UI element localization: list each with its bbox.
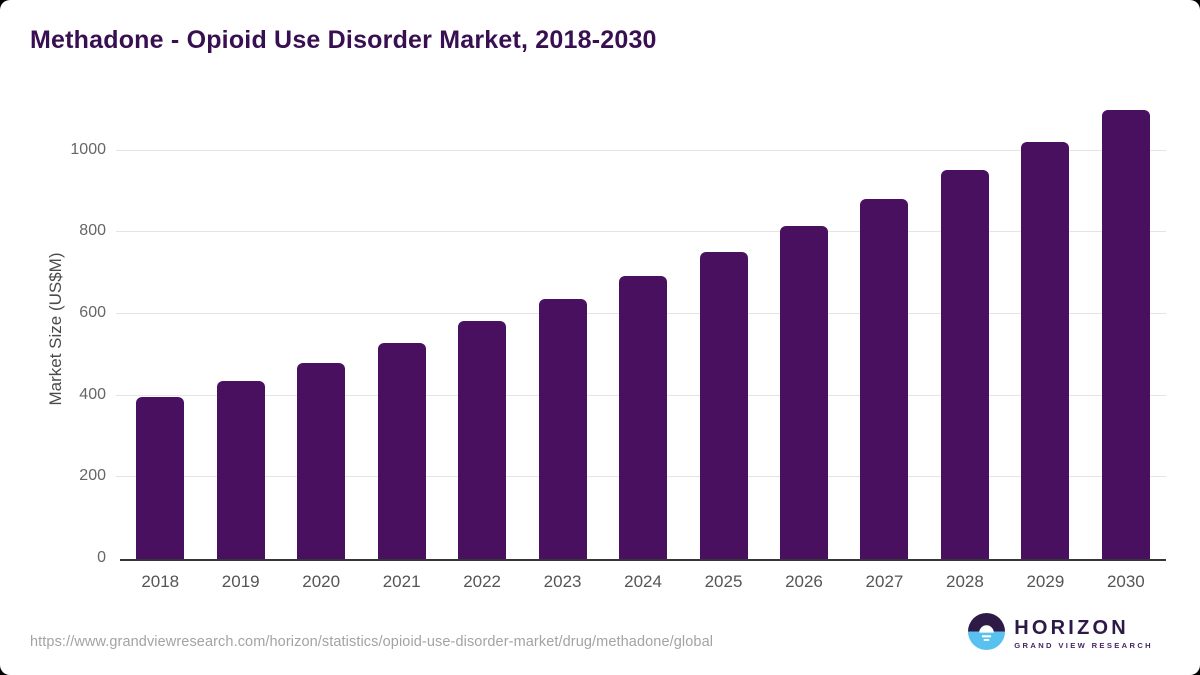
- bar-slot-2023: 2023: [522, 99, 602, 591]
- y-tick-label-600: 600: [79, 304, 106, 322]
- gridline-800: [116, 231, 1166, 233]
- y-axis-tick-labels: 0 200 400 600 800 1000: [0, 99, 106, 566]
- bar-slot-2025: 2025: [683, 99, 763, 591]
- plot-area: 2018 2019 2020 2021 2022 2023 2024 2025 2026 2027…: [116, 99, 1166, 591]
- x-tick-label-2021: 2021: [382, 572, 421, 591]
- bar-slot-2022: 2022: [442, 99, 522, 591]
- bar-2023: [538, 299, 587, 559]
- bar-2030: [1101, 110, 1150, 559]
- horizon-sunset-icon: [968, 613, 1006, 655]
- bar-slot-2018: 2018: [120, 99, 200, 591]
- x-tick-label-2024: 2024: [624, 572, 662, 591]
- horizon-logo: HORIZON GRAND VIEW RESEARCH: [968, 613, 1153, 655]
- bar-slot-2028: 2028: [925, 99, 1005, 591]
- bar-2027: [860, 199, 909, 559]
- bar-2020: [297, 362, 346, 559]
- x-tick-label-2025: 2025: [704, 572, 743, 591]
- chart-title: Methadone - Opioid Use Disorder Market, …: [30, 26, 657, 54]
- x-tick-label-2029: 2029: [1026, 572, 1065, 591]
- gridline-1000: [116, 149, 1166, 151]
- x-tick-label-2022: 2022: [463, 572, 502, 591]
- bar-chart: Market Size (US$M) 0 200 400 600 800 1000 201…: [0, 99, 1200, 591]
- y-tick-label-400: 400: [79, 385, 106, 403]
- bar-2022: [458, 321, 507, 559]
- y-tick-label-800: 800: [79, 222, 106, 240]
- bar-2018: [136, 396, 185, 559]
- source-url: https://www.grandviewresearch.com/horizo…: [30, 634, 714, 650]
- x-tick-label-2020: 2020: [302, 572, 341, 591]
- bar-slot-2030: 2030: [1086, 99, 1166, 591]
- bar-slot-2024: 2024: [603, 99, 683, 591]
- bar-2026: [779, 226, 828, 559]
- x-tick-label-2019: 2019: [221, 572, 260, 591]
- logo-name: HORIZON: [1014, 617, 1129, 639]
- bar-slot-2021: 2021: [361, 99, 441, 591]
- y-tick-label-200: 200: [79, 467, 106, 485]
- bar-2028: [940, 170, 989, 559]
- bar-slot-2029: 2029: [1005, 99, 1085, 591]
- bar-slot-2019: 2019: [200, 99, 280, 591]
- x-tick-label-2027: 2027: [865, 572, 904, 591]
- bar-2024: [619, 275, 668, 559]
- bar-2025: [699, 251, 748, 559]
- bar-slot-2027: 2027: [844, 99, 924, 591]
- bar-2021: [377, 342, 426, 559]
- x-tick-label-2028: 2028: [946, 572, 984, 591]
- y-tick-label-0: 0: [97, 549, 106, 566]
- x-tick-label-2026: 2026: [785, 572, 823, 591]
- bars-container: 2018 2019 2020 2021 2022 2023 2024 2025 2026 2027…: [120, 99, 1166, 591]
- bar-2019: [216, 380, 265, 559]
- logo-text: HORIZON GRAND VIEW RESEARCH: [1014, 618, 1153, 650]
- bar-slot-2020: 2020: [281, 99, 361, 591]
- bar-slot-2026: 2026: [764, 99, 844, 591]
- logo-subtitle: GRAND VIEW RESEARCH: [1014, 641, 1153, 650]
- x-tick-label-2018: 2018: [141, 572, 180, 591]
- y-tick-label-1000: 1000: [70, 140, 106, 158]
- bar-2029: [1021, 141, 1070, 559]
- x-tick-label-2023: 2023: [543, 572, 582, 591]
- x-tick-label-2030: 2030: [1106, 572, 1145, 591]
